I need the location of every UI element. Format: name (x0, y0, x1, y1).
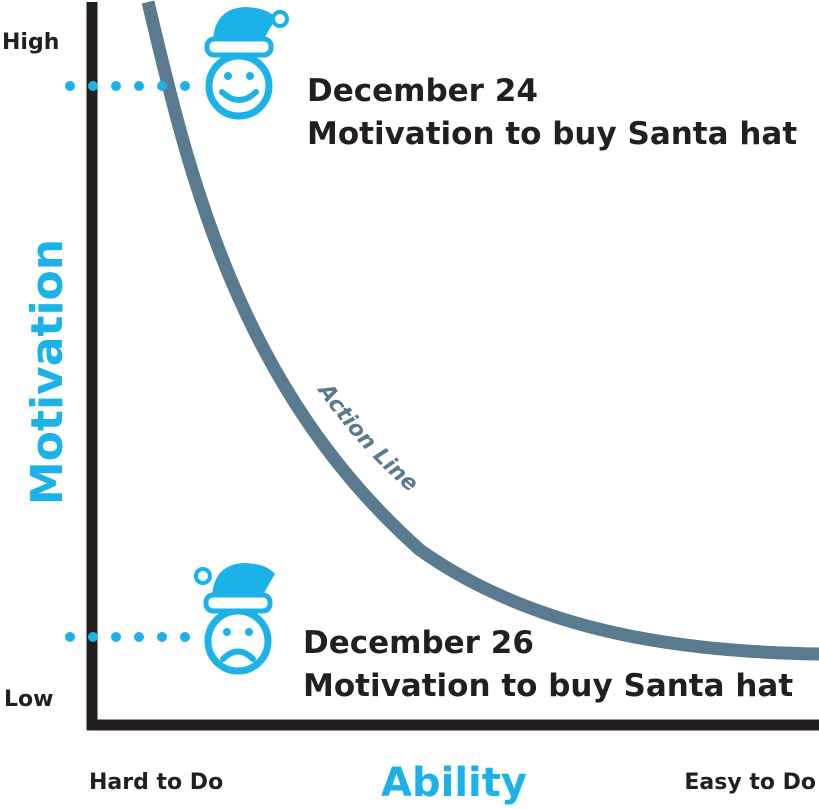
action-line-label: Action Line (312, 378, 423, 498)
x-axis-left-label: Hard to Do (89, 770, 223, 795)
happy-face-santa-hat-icon (204, 7, 289, 120)
annotation-high-date: December 24 (307, 73, 538, 109)
annotation-low-text: Motivation to buy Santa hat (303, 668, 793, 704)
y-axis-low-label: Low (4, 687, 53, 712)
annotation-high-text: Motivation to buy Santa hat (307, 116, 797, 152)
sad-face-santa-hat-icon (194, 563, 275, 675)
y-axis-title: Motivation (22, 239, 73, 505)
high-motivation-leader (65, 81, 190, 91)
low-motivation-leader (65, 632, 190, 642)
x-axis-title: Ability (381, 760, 527, 806)
y-axis-high-label: High (2, 30, 59, 55)
annotation-low-date: December 26 (303, 625, 534, 661)
x-axis-right-label: Easy to Do (684, 770, 816, 795)
